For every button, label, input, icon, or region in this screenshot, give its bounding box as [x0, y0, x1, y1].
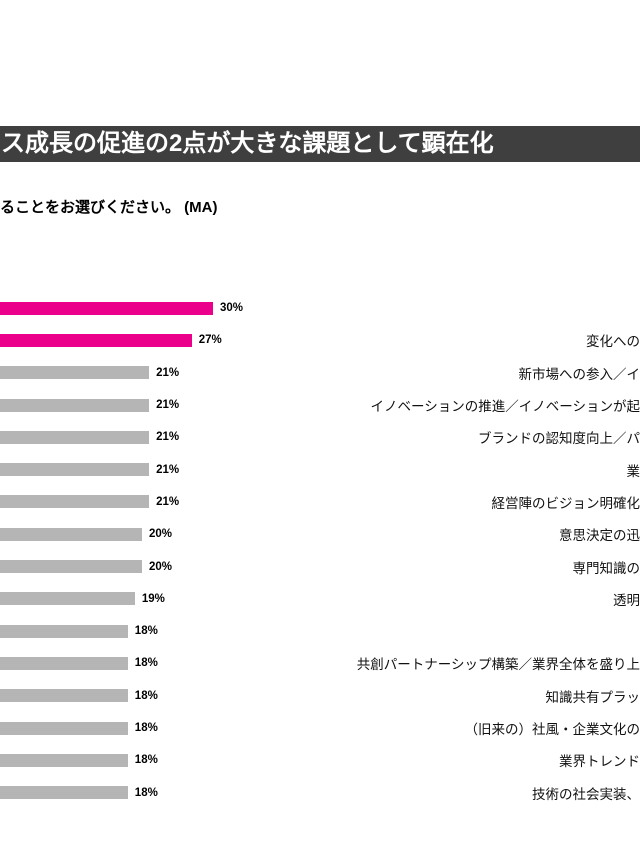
category-label: 専門知識の [572, 560, 640, 576]
chart-row: 18% 技術の社会実装、 [0, 776, 640, 808]
category-label: 知識共有プラッ [545, 689, 640, 705]
bar [0, 430, 150, 444]
chart-row: 30% [0, 292, 640, 324]
category-label: 技術の社会実装、 [532, 786, 640, 802]
bar-value-label: 19% [141, 592, 165, 605]
chart-row: 18% 業界トレンド [0, 744, 640, 776]
category-label: 共創パートナーシップ構築／業界全体を盛り上 [356, 657, 640, 673]
bar-value-label: 27% [198, 334, 222, 347]
bar-chart: 30% 27% 変化への 21% 新市場への参入／イ 21% イノベーションの推進／イノベー… [0, 292, 640, 809]
bar [0, 624, 128, 638]
chart-row: 18% [0, 615, 640, 647]
bar [0, 527, 142, 541]
bar-highlighted [0, 333, 192, 347]
category-label: 新市場への参入／イ [518, 366, 640, 382]
bar-value-label: 18% [134, 722, 158, 734]
bar [0, 721, 128, 735]
survey-question: ることをお選びください。 (MA) [0, 199, 218, 216]
chart-row: 21% 経営陣のビジョン明確化 [0, 486, 640, 518]
bar-highlighted [0, 301, 213, 315]
category-label: 意思決定の迅 [559, 528, 640, 544]
bar [0, 398, 150, 412]
bar [0, 656, 128, 670]
chart-row: 20% 意思決定の迅 [0, 518, 640, 550]
bar-value-label: 30% [220, 302, 244, 315]
category-label: イノベーションの推進／イノベーションが起 [370, 399, 640, 415]
chart-row: 18% 知識共有プラッ [0, 680, 640, 712]
slide-title: ス成長の促進の2点が大きな課題として顕在化 [1, 130, 494, 157]
category-label: 業 [626, 463, 640, 479]
bar-value-label: 21% [156, 495, 180, 508]
bar [0, 366, 150, 380]
title-banner: ス成長の促進の2点が大きな課題として顕在化 [0, 126, 640, 162]
bar [0, 463, 150, 477]
bar-value-label: 18% [134, 689, 158, 702]
bar [0, 592, 135, 606]
bar-value-label: 18% [134, 786, 158, 799]
bar-value-label: 21% [156, 431, 180, 444]
chart-row: 21% イノベーションの推進／イノベーションが起 [0, 389, 640, 421]
chart-row: 19% 透明 [0, 583, 640, 615]
bar [0, 753, 128, 767]
bar-value-label: 18% [134, 754, 158, 767]
bar [0, 689, 128, 703]
bar [0, 495, 150, 509]
bar-value-label: 21% [156, 463, 180, 476]
category-label: ブランドの認知度向上／パ [478, 431, 640, 447]
category-label: 透明 [613, 592, 640, 608]
category-label: 経営陣のビジョン明確化 [491, 495, 640, 511]
chart-row: 20% 専門知識の [0, 550, 640, 582]
bar-value-label: 20% [149, 528, 173, 541]
bar-value-label: 21% [156, 366, 180, 379]
bar [0, 560, 142, 574]
chart-row: 27% 変化への [0, 324, 640, 356]
category-label: （旧来の）社風・企業文化の [464, 722, 640, 737]
bar-value-label: 18% [134, 625, 158, 638]
chart-row: 21% 新市場への参入／イ [0, 357, 640, 389]
category-label: 変化への [586, 334, 640, 350]
bar-value-label: 21% [156, 399, 180, 412]
bar-value-label: 20% [149, 560, 173, 573]
chart-row: 21% 業 [0, 453, 640, 485]
chart-row: 18% （旧来の）社風・企業文化の [0, 712, 640, 744]
bar [0, 786, 128, 800]
chart-row: 18% 共創パートナーシップ構築／業界全体を盛り上 [0, 647, 640, 679]
bar-value-label: 18% [134, 657, 158, 670]
category-label: 業界トレンド [559, 754, 640, 770]
chart-row: 21% ブランドの認知度向上／パ [0, 421, 640, 453]
